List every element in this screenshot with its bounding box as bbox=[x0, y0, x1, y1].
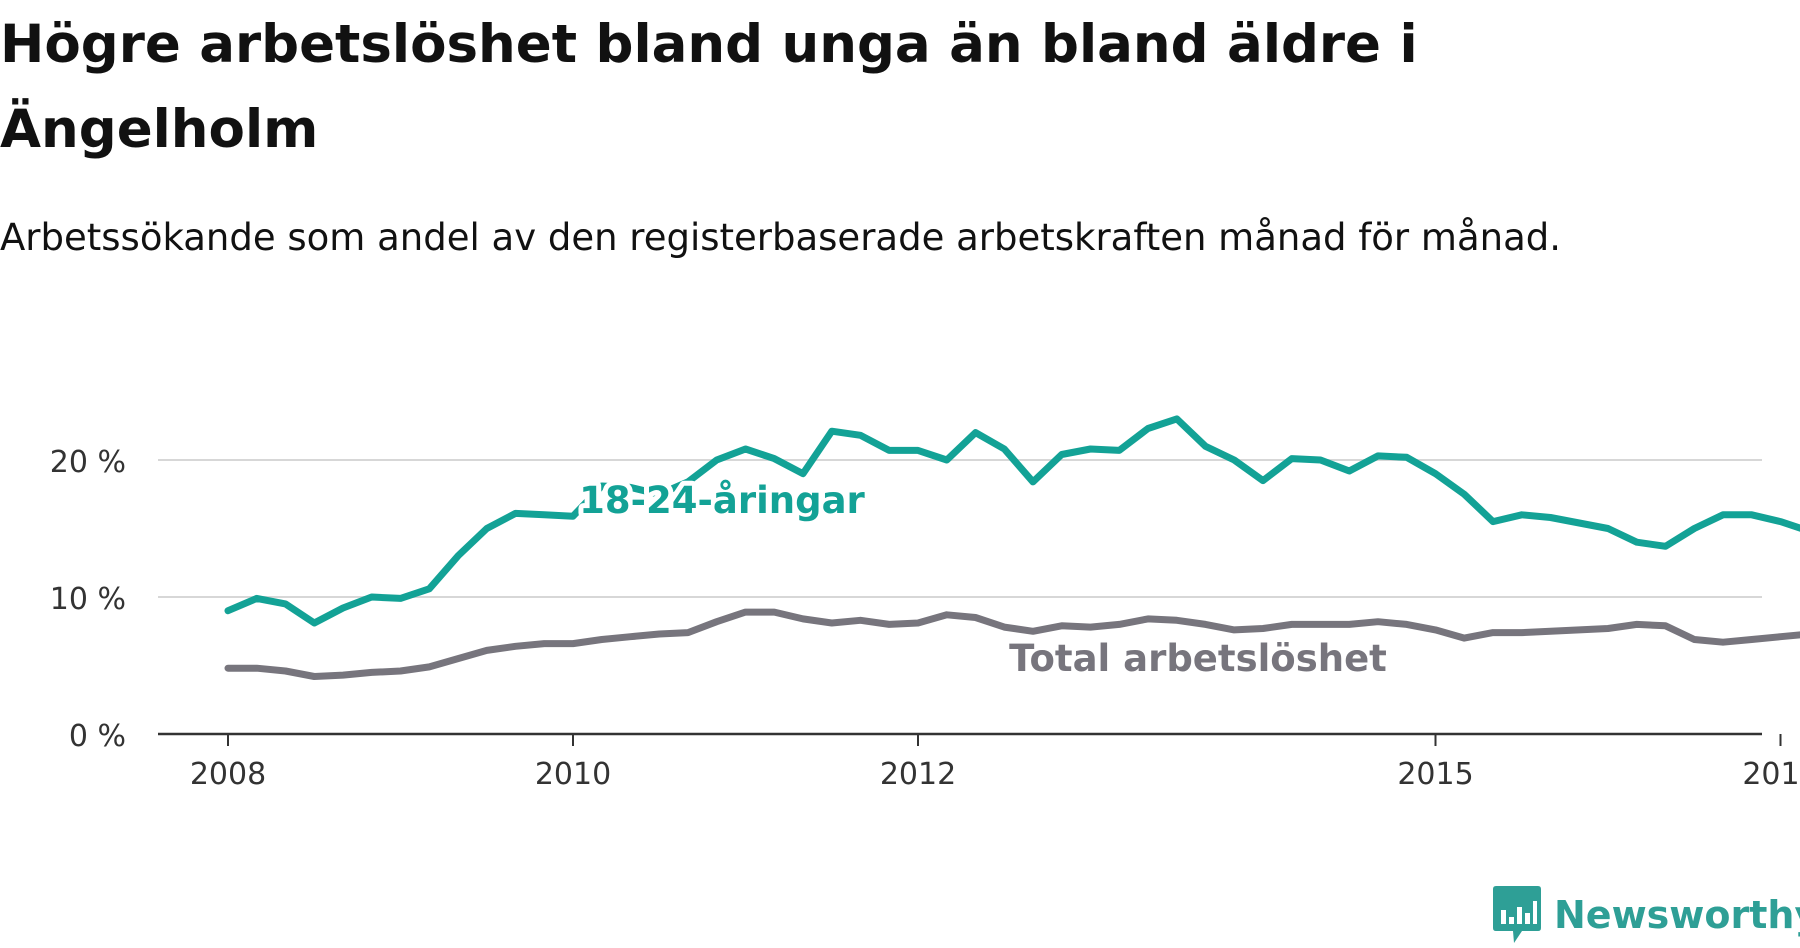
series-lines bbox=[224, 415, 1800, 680]
series-line-total bbox=[224, 608, 1800, 680]
series-line-youth bbox=[224, 415, 1800, 627]
x-axis-ticks: 20082010201220152017202020222024 bbox=[190, 734, 1800, 792]
series-label-total: Total arbetslöshet bbox=[1009, 637, 1387, 680]
series-label-youth: 18-24-åringar bbox=[579, 479, 865, 522]
y-axis-ticks: 0 % 10 % 20 % bbox=[50, 445, 126, 754]
x-tick-label: 2012 bbox=[880, 757, 956, 792]
chart-title: Högre arbetslöshet bland unga än bland ä… bbox=[0, 14, 1418, 160]
x-tick-label: 2008 bbox=[190, 757, 266, 792]
series-label-youth-halo: 18-24-åringar bbox=[579, 479, 865, 522]
y-tick-label: 0 % bbox=[69, 719, 126, 754]
x-tick-label: 2017 bbox=[1742, 757, 1800, 792]
y-tick-label: 20 % bbox=[50, 445, 126, 480]
x-tick-label: 2015 bbox=[1397, 757, 1473, 792]
chart-subtitle: Arbetssökande som andel av den registerb… bbox=[0, 216, 1561, 259]
newsworthy-logo-icon bbox=[1493, 886, 1541, 943]
y-tick-label: 10 % bbox=[50, 582, 126, 617]
brand[interactable]: Newsworthy bbox=[1492, 884, 1800, 946]
x-tick-label: 2010 bbox=[535, 757, 611, 792]
brand-name: Newsworthy bbox=[1554, 893, 1800, 937]
gridlines bbox=[158, 459, 1762, 736]
series-label-total-halo: Total arbetslöshet bbox=[1009, 637, 1387, 680]
